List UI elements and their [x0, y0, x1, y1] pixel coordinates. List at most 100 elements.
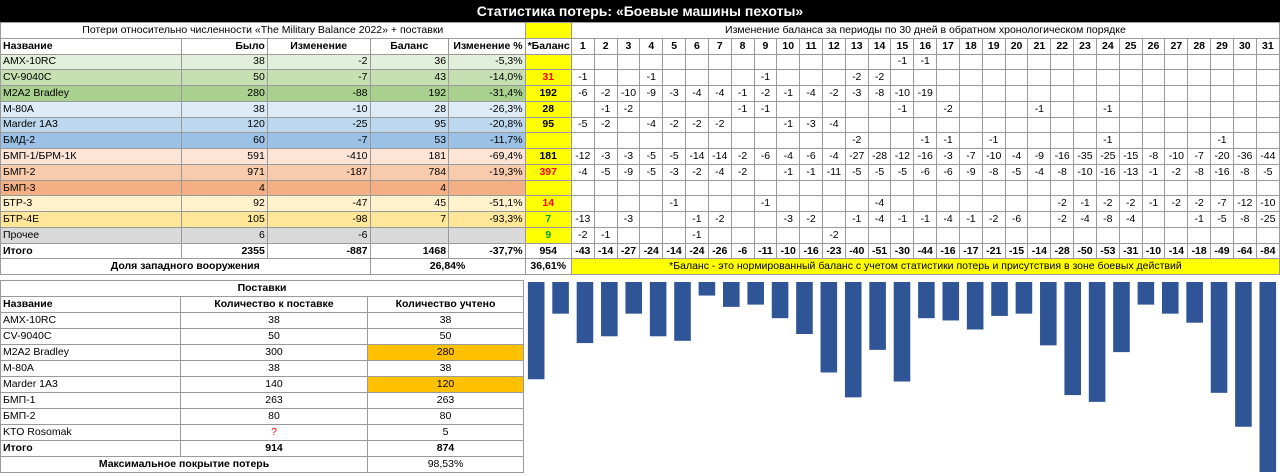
period-value: -8 — [1187, 163, 1212, 181]
period-header: 8 — [730, 37, 755, 55]
period-value — [1095, 226, 1120, 244]
period-value — [707, 53, 732, 71]
total-pct: -37,7% — [448, 242, 526, 260]
period-value — [958, 132, 983, 150]
table-row: БТР-3 92 -47 45 -51,1% 14 -1 -1 -4 -2 -1 -2 -2 -1 -2 -2… — [0, 195, 1280, 213]
period-value — [1027, 69, 1052, 87]
period-value — [890, 116, 915, 134]
period-header: 5 — [662, 37, 687, 55]
period-value: -1 — [1095, 132, 1120, 150]
period-value — [1232, 100, 1257, 118]
period-value — [822, 100, 846, 118]
period-value: -1 — [890, 211, 915, 228]
supply-counted: 5 — [367, 424, 524, 441]
period-value — [685, 69, 709, 87]
period-value: -5 — [844, 163, 869, 181]
period-value: -3 — [936, 148, 960, 165]
period-value: -1 — [936, 132, 960, 150]
total-period: -44 — [913, 242, 938, 260]
period-value — [1050, 179, 1075, 197]
period-value — [662, 226, 687, 244]
period-value: -3 — [616, 211, 641, 228]
period-value: -3 — [776, 211, 801, 228]
chart-bar — [1235, 282, 1252, 427]
row-change: -10 — [266, 100, 371, 118]
period-value — [1073, 100, 1097, 118]
total-period: -14 — [1027, 242, 1052, 260]
period-value — [593, 211, 618, 228]
period-value — [1004, 226, 1029, 244]
supply-name: KTO Rosomak — [0, 424, 181, 441]
period-value — [639, 53, 664, 71]
period-value — [730, 116, 755, 134]
period-value — [707, 100, 732, 118]
supply-name: M2A2 Bradley — [0, 344, 181, 361]
total-period: -17 — [958, 242, 983, 260]
row-change-pct: -31,4% — [448, 85, 526, 102]
period-value — [1164, 85, 1189, 102]
total-period: -40 — [844, 242, 869, 260]
period-value — [1232, 116, 1257, 134]
period-value — [1073, 69, 1097, 87]
period-value — [639, 100, 664, 118]
table-row: M2A2 Bradley 280 -88 192 -31,4% 192 -6 -2 -10 -9-… — [0, 85, 1280, 102]
period-value — [844, 116, 869, 134]
period-value: -2 — [685, 116, 709, 134]
period-value: -6 — [1004, 211, 1029, 228]
chart-bar — [893, 282, 911, 382]
period-value: -15 — [1118, 148, 1143, 165]
period-value: -20 — [1210, 148, 1234, 165]
table-row: Marder 1A3 120 -25 95 -20,8% 95 -5 -2 -4 -2 -2 -2 -1… — [0, 116, 1280, 134]
period-value — [1073, 132, 1097, 150]
row-balance: 53 — [369, 132, 450, 150]
period-value: -2 — [1050, 195, 1075, 213]
total-period: -10 — [776, 242, 801, 260]
period-value — [1095, 179, 1120, 197]
list-item: CV-9040C 50 50 — [0, 328, 524, 345]
period-value — [1095, 53, 1120, 71]
supply-col-counted: Количество учтено — [367, 296, 524, 313]
row-balance: 784 — [369, 163, 450, 181]
period-value — [1004, 179, 1029, 197]
period-value — [1187, 85, 1212, 102]
period-value — [753, 116, 778, 134]
row-was: 4 — [181, 179, 268, 197]
period-value — [1255, 179, 1280, 197]
period-value: -1 — [685, 211, 709, 228]
total-period: -24 — [685, 242, 709, 260]
period-value: -10 — [616, 85, 641, 102]
period-value — [981, 195, 1006, 213]
total-period: -15 — [1004, 242, 1029, 260]
chart-bar — [1186, 282, 1203, 323]
total-period: -64 — [1232, 242, 1257, 260]
period-value — [1255, 132, 1280, 150]
period-value — [1210, 179, 1234, 197]
period-value: -1 — [685, 226, 709, 244]
period-header: 24 — [1095, 37, 1120, 55]
period-value: -10 — [981, 148, 1006, 165]
period-value: -13 — [570, 211, 595, 228]
period-value — [1004, 116, 1029, 134]
total-period: -6 — [730, 242, 755, 260]
period-value — [1164, 179, 1189, 197]
period-value — [616, 195, 641, 213]
period-value: -3 — [593, 148, 618, 165]
period-value: -8 — [1095, 211, 1120, 228]
period-value: -2 — [1164, 195, 1189, 213]
period-value — [707, 195, 732, 213]
period-value — [890, 179, 915, 197]
period-value — [662, 53, 687, 71]
period-value — [981, 85, 1006, 102]
supply-col-qty: Количество к поставке — [180, 296, 368, 313]
period-value: -6 — [913, 163, 938, 181]
chart-bar — [966, 282, 984, 330]
row-name: AMX-10RC — [0, 53, 183, 71]
period-value — [1050, 85, 1075, 102]
period-header: 15 — [890, 37, 915, 55]
period-value: -25 — [1095, 148, 1120, 165]
period-value — [822, 211, 846, 228]
period-value: -1 — [1141, 163, 1166, 181]
period-value — [936, 226, 960, 244]
period-value — [958, 179, 983, 197]
chart-bar — [527, 282, 545, 380]
